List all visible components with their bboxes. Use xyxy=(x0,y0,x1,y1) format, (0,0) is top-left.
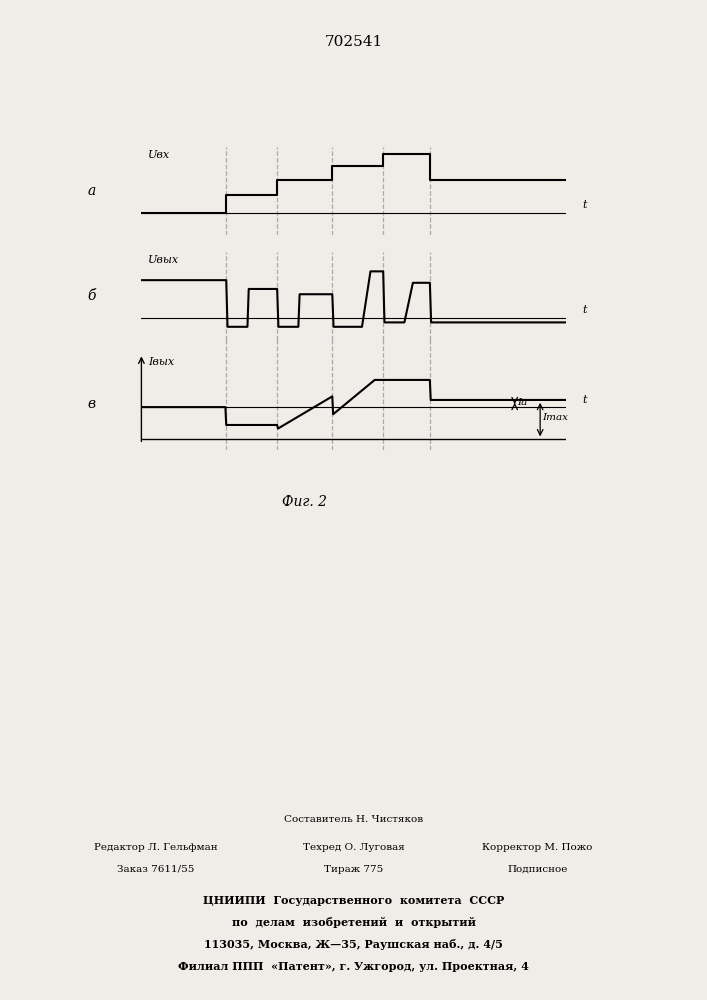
Text: 113035, Москва, Ж—35, Раушская наб., д. 4/5: 113035, Москва, Ж—35, Раушская наб., д. … xyxy=(204,939,503,950)
Text: Ia: Ia xyxy=(517,398,527,407)
Text: в: в xyxy=(88,397,96,411)
Text: Uвх: Uвх xyxy=(148,150,170,160)
Text: Тираж 775: Тираж 775 xyxy=(324,865,383,874)
Text: ЦНИИПИ  Государственного  комитета  СССР: ЦНИИПИ Государственного комитета СССР xyxy=(203,895,504,906)
Text: Техред О. Луговая: Техред О. Луговая xyxy=(303,843,404,852)
Text: а: а xyxy=(88,184,96,198)
Text: 702541: 702541 xyxy=(325,35,382,49)
Text: t: t xyxy=(583,200,587,210)
Text: Заказ 7611/55: Заказ 7611/55 xyxy=(117,865,194,874)
Text: Подписное: Подписное xyxy=(507,865,568,874)
Text: Iвых: Iвых xyxy=(148,357,174,367)
Text: Фиг. 2: Фиг. 2 xyxy=(281,495,327,509)
Text: Корректор М. Пожо: Корректор М. Пожо xyxy=(482,843,592,852)
Text: t: t xyxy=(583,395,587,405)
Text: t: t xyxy=(583,305,587,315)
Text: по  делам  изобретений  и  открытий: по делам изобретений и открытий xyxy=(231,917,476,928)
Text: б: б xyxy=(88,289,96,303)
Text: Редактор Л. Гельфман: Редактор Л. Гельфман xyxy=(94,843,217,852)
Text: Imax: Imax xyxy=(542,413,568,422)
Text: Составитель Н. Чистяков: Составитель Н. Чистяков xyxy=(284,815,423,824)
Text: Uвых: Uвых xyxy=(148,255,179,265)
Text: Филиал ППП  «Патент», г. Ужгород, ул. Проектная, 4: Филиал ППП «Патент», г. Ужгород, ул. Про… xyxy=(178,961,529,972)
